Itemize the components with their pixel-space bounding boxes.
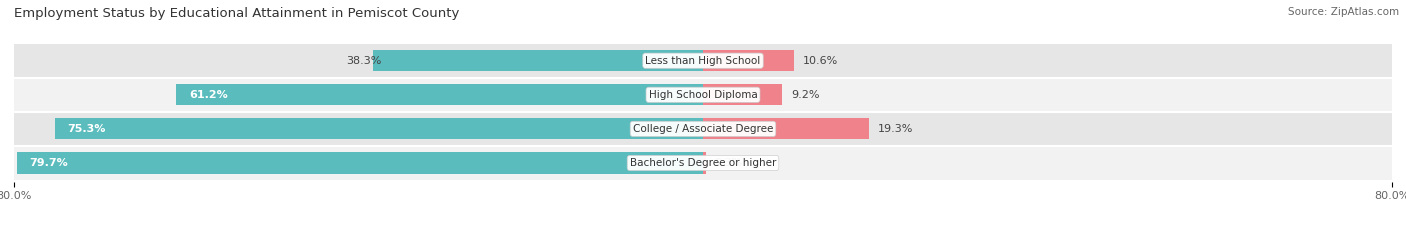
- Text: High School Diploma: High School Diploma: [648, 90, 758, 100]
- Text: Source: ZipAtlas.com: Source: ZipAtlas.com: [1288, 7, 1399, 17]
- Text: 75.3%: 75.3%: [67, 124, 105, 134]
- Bar: [14, 112, 1392, 146]
- Text: 9.2%: 9.2%: [790, 90, 820, 100]
- Bar: [703, 84, 782, 105]
- Text: 19.3%: 19.3%: [877, 124, 912, 134]
- Bar: [703, 118, 869, 140]
- Text: Employment Status by Educational Attainment in Pemiscot County: Employment Status by Educational Attainm…: [14, 7, 460, 20]
- Bar: [176, 84, 703, 105]
- Text: Less than High School: Less than High School: [645, 56, 761, 66]
- Text: 0.3%: 0.3%: [714, 158, 742, 168]
- Bar: [703, 152, 706, 174]
- Bar: [14, 146, 1392, 180]
- Bar: [14, 44, 1392, 78]
- Text: College / Associate Degree: College / Associate Degree: [633, 124, 773, 134]
- Text: 10.6%: 10.6%: [803, 56, 838, 66]
- Text: 61.2%: 61.2%: [188, 90, 228, 100]
- Bar: [55, 118, 703, 140]
- Bar: [703, 50, 794, 71]
- Text: Bachelor's Degree or higher: Bachelor's Degree or higher: [630, 158, 776, 168]
- Text: 38.3%: 38.3%: [346, 56, 382, 66]
- Text: 79.7%: 79.7%: [30, 158, 69, 168]
- Bar: [17, 152, 703, 174]
- Bar: [14, 78, 1392, 112]
- Bar: [373, 50, 703, 71]
